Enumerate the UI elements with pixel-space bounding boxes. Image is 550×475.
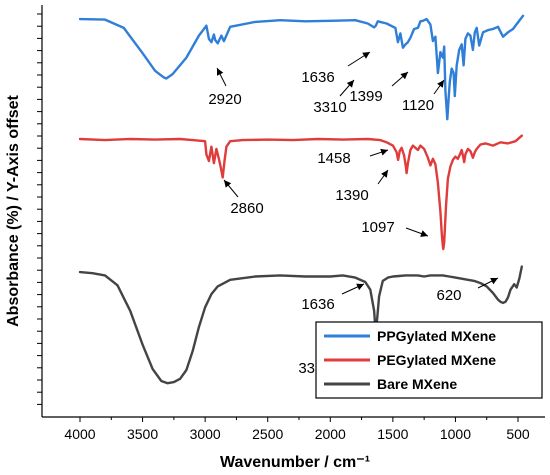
peak-label: 1636 (301, 69, 334, 86)
peak-label: 1390 (335, 187, 368, 204)
x-tick-label: 1000 (440, 426, 471, 442)
x-tick-label: 1500 (377, 426, 408, 442)
peak-label: 2920 (208, 91, 241, 108)
annotation-arrowhead (356, 283, 364, 291)
peak-label: 1458 (317, 150, 350, 167)
annotation-arrowhead (362, 52, 370, 59)
x-axis-ticks: 4000 3500 3000 2500 2000 1500 1000 500 (64, 417, 530, 442)
annotation-arrowhead (224, 180, 232, 188)
peak-label: 1097 (361, 219, 394, 236)
axes (41, 5, 545, 418)
x-tick-label: 2000 (315, 426, 346, 442)
annotation-arrowhead (437, 80, 444, 88)
x-tick-label: 4000 (64, 426, 95, 442)
y-axis-title: Absorbance (%) / Y-Axis offset (5, 94, 22, 326)
peak-label: 1120 (402, 97, 434, 114)
peak-label: 2860 (230, 200, 263, 217)
annotation-arrowhead (420, 230, 428, 237)
legend-label-0: PPGylated MXene (377, 328, 496, 344)
x-tick-label: 2500 (252, 426, 283, 442)
legend-label-2: Bare MXene (377, 376, 457, 392)
x-tick-label: 3000 (190, 426, 221, 442)
x-tick-label: 500 (506, 426, 530, 442)
spectrum-line-1 (78, 134, 523, 251)
spectra (78, 14, 525, 385)
annotation-arrowhead (381, 170, 388, 178)
y-axis-ticks (37, 13, 42, 405)
spectrum-line-2 (78, 265, 523, 385)
spectrum-line-0 (78, 14, 525, 121)
peak-label: 1636 (301, 296, 334, 313)
legend: PPGylated MXene PEGylated MXene Bare MXene (315, 321, 543, 399)
x-axis-title: Wavenumber / cm⁻¹ (220, 454, 370, 471)
peak-label: 1399 (349, 88, 382, 105)
peak-label: 620 (436, 287, 461, 304)
x-tick-label: 3500 (127, 426, 158, 442)
peak-label: 3310 (313, 99, 346, 116)
annotation-arrowhead (380, 148, 388, 156)
legend-label-1: PEGylated MXene (377, 352, 496, 368)
annotation-arrowhead (490, 278, 498, 285)
annotation-arrowhead (217, 68, 224, 76)
annotation-arrowhead (346, 80, 354, 88)
annotation-arrowhead (400, 72, 408, 80)
